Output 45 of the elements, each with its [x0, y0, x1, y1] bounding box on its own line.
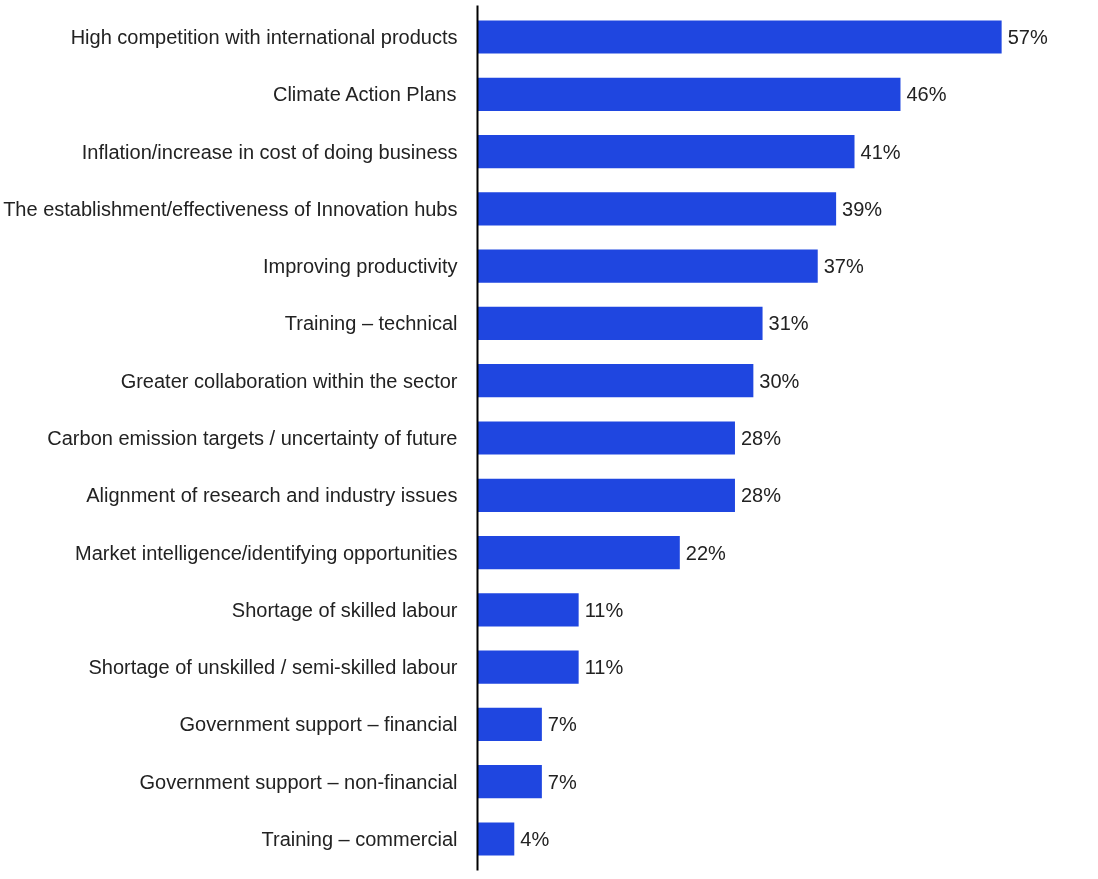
bar [477, 478, 735, 512]
data-label: 28% [740, 427, 782, 449]
y-tick-label: High competition with international products [70, 26, 458, 49]
data-label: 37% [823, 255, 864, 278]
bar [477, 192, 837, 226]
data-label: 46% [906, 83, 947, 106]
data-label: 57% [1007, 26, 1048, 49]
data-label: 39% [842, 197, 883, 220]
data-label: 31% [768, 312, 809, 335]
bar [477, 822, 515, 856]
y-tick-label: Improving productivity [262, 255, 458, 278]
y-tick-label: Training – commercial [261, 827, 458, 850]
data-label: 11% [584, 656, 624, 679]
bar [477, 364, 754, 398]
bar [477, 765, 542, 799]
y-tick-label: The establishment/effectiveness of Innovation hubs [3, 197, 458, 220]
y-tick-label: Market intelligence/identifying opportunities [75, 541, 458, 564]
data-label: 30% [759, 369, 800, 392]
y-tick-label: Carbon emission targets / uncertainty of future [47, 427, 458, 449]
y-tick-label: Greater collaboration within the sector [120, 369, 458, 392]
bar [477, 306, 763, 341]
data-label: 11% [584, 598, 624, 621]
bar [477, 77, 901, 111]
y-tick-label: Shortage of unskilled / semi-skilled labour [88, 656, 458, 679]
data-label: 4% [520, 827, 550, 850]
data-label: 7% [547, 770, 577, 793]
y-tick-label: Government support – non-financial [139, 770, 458, 793]
bar [477, 650, 579, 684]
y-tick-label: Climate Action Plans [272, 83, 457, 106]
data-label: 41% [860, 140, 901, 163]
bar [477, 593, 579, 627]
bar [477, 707, 542, 742]
data-label: 28% [740, 484, 782, 507]
y-tick-label: Shortage of skilled labour [231, 598, 458, 621]
y-tick-label: Government support – financial [179, 713, 458, 736]
y-tick-label: Training – technical [284, 312, 458, 335]
y-tick-label: Alignment of research and industry issues [86, 484, 458, 507]
bar [477, 421, 735, 455]
bar [477, 535, 680, 570]
data-label: 7% [547, 713, 577, 736]
bar [477, 20, 1002, 54]
bar [477, 249, 818, 283]
y-tick-label: Inflation/increase in cost of doing business [81, 140, 458, 163]
data-label: 22% [685, 541, 727, 564]
bar [477, 134, 855, 169]
